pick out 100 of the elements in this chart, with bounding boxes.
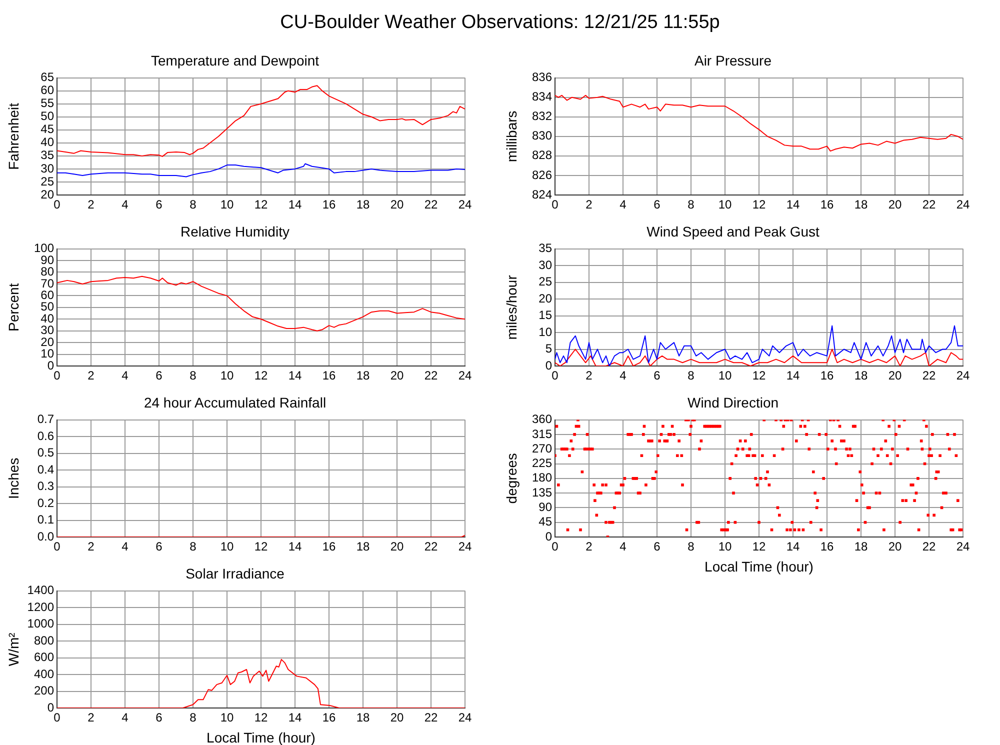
chart-title: Temperature and Dewpoint (150, 52, 320, 68)
x-tick-label: 18 (356, 368, 370, 383)
x-tick-label: 12 (254, 368, 268, 383)
x-tick-label: 10 (220, 540, 234, 554)
y-tick-label: 65 (40, 70, 54, 84)
x-tick-label: 14 (786, 198, 800, 212)
y-tick-label: 0.2 (37, 496, 54, 510)
x-tick-label: 4 (122, 368, 129, 383)
x-tick-label: 4 (122, 540, 129, 554)
y-tick-label: 50 (40, 300, 54, 314)
y-tick-label: 270 (532, 441, 552, 456)
x-tick-label: 24 (458, 540, 472, 554)
y-tick-label: 90 (40, 252, 54, 267)
x-tick-label: 2 (586, 198, 593, 212)
y-tick-label: 826 (532, 168, 552, 182)
y-tick-label: 315 (532, 426, 552, 441)
x-tick-label: 20 (888, 540, 902, 554)
y-tick-label: 1200 (27, 600, 54, 614)
x-tick-label: 24 (956, 198, 970, 212)
x-tick-label: 2 (88, 368, 95, 383)
x-tick-label: 22 (424, 198, 438, 212)
x-tick-label: 22 (922, 368, 936, 383)
x-tick-label: 4 (620, 540, 627, 554)
y-tick-label: 0.3 (37, 479, 54, 494)
y-tick-label: 20 (40, 187, 54, 202)
y-axis-title: W/m² (5, 632, 22, 666)
y-axis-title: Percent (5, 283, 22, 332)
y-tick-label: 832 (532, 109, 552, 124)
x-tick-label: 10 (220, 710, 234, 725)
y-axis-title: Inches (5, 458, 22, 500)
x-tick-label: 18 (854, 368, 868, 383)
y-tick-label: 50 (40, 109, 54, 124)
x-tick-label: 14 (786, 540, 800, 554)
x-tick-label: 24 (458, 198, 472, 212)
y-tick-label: 1000 (27, 616, 54, 631)
chart-title: Solar Irradiance (186, 565, 285, 582)
y-tick-label: 60 (40, 288, 54, 302)
y-tick-label: 30 (40, 161, 54, 176)
y-tick-label: 45 (538, 514, 552, 529)
y-tick-label: 1400 (27, 583, 54, 598)
y-tick-label: 828 (532, 148, 552, 162)
x-tick-label: 20 (888, 368, 902, 383)
y-tick-label: 5 (545, 342, 552, 356)
x-tick-label: 24 (458, 368, 472, 383)
x-tick-label: 2 (586, 540, 593, 554)
y-tick-label: 400 (34, 666, 54, 681)
x-tick-label: 4 (122, 198, 129, 212)
x-tick-label: 14 (288, 198, 302, 212)
y-tick-label: 35 (40, 148, 54, 162)
chart-title: Air Pressure (694, 52, 772, 68)
x-tick-label: 6 (654, 198, 661, 212)
y-tick-label: 834 (532, 90, 552, 104)
x-tick-label: 16 (820, 368, 834, 383)
x-tick-label: 6 (156, 198, 163, 212)
x-tick-label: 20 (888, 198, 902, 212)
x-tick-label: 2 (88, 540, 95, 554)
x-tick-label: 14 (786, 368, 800, 383)
x-tick-label: 4 (620, 198, 627, 212)
x-tick-label: 16 (322, 198, 336, 212)
y-tick-label: 0.7 (37, 412, 54, 426)
x-tick-label: 16 (322, 540, 336, 554)
y-tick-label: 830 (532, 128, 552, 143)
x-tick-label: 20 (390, 368, 404, 383)
y-tick-label: 200 (34, 684, 54, 698)
y-tick-label: 225 (532, 456, 552, 470)
y-tick-label: 600 (34, 650, 54, 664)
x-tick-label: 18 (854, 198, 868, 212)
x-tick-label: 14 (288, 710, 302, 725)
x-tick-label: 8 (688, 540, 695, 554)
x-tick-label: 4 (620, 368, 627, 383)
y-tick-label: 20 (40, 334, 54, 349)
x-tick-label: 22 (922, 540, 936, 554)
y-tick-label: 10 (538, 324, 552, 339)
y-tick-label: 0.6 (37, 428, 54, 443)
y-tick-label: 25 (538, 274, 552, 289)
chart-title: Wind Speed and Peak Gust (646, 223, 820, 240)
chart-title: Wind Direction (687, 394, 779, 410)
y-tick-label: 25 (40, 174, 54, 188)
x-tick-label: 22 (424, 368, 438, 383)
x-tick-label: 12 (254, 540, 268, 554)
y-tick-label: 40 (40, 135, 54, 150)
x-tick-label: 20 (390, 198, 404, 212)
x-tick-label: 10 (220, 368, 234, 383)
x-tick-label: 2 (88, 710, 95, 725)
y-tick-label: 30 (40, 323, 54, 338)
y-tick-label: 45 (40, 122, 54, 136)
x-tick-label: 10 (718, 540, 732, 554)
x-tick-label: 18 (356, 198, 370, 212)
y-tick-label: 80 (40, 264, 54, 279)
y-axis-title: degrees (503, 453, 520, 504)
x-axis-title: Local Time (hour) (704, 558, 814, 574)
y-tick-label: 10 (40, 346, 54, 361)
x-tick-label: 6 (156, 540, 163, 554)
x-tick-label: 12 (254, 710, 268, 725)
x-tick-label: 10 (718, 198, 732, 212)
y-tick-label: 30 (538, 258, 552, 272)
y-tick-label: 180 (532, 470, 552, 485)
x-tick-label: 18 (854, 540, 868, 554)
y-tick-label: 40 (40, 311, 54, 326)
y-tick-label: 800 (34, 633, 54, 648)
